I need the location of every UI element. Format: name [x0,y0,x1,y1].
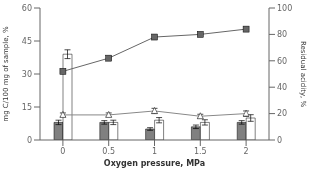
svg-text:15: 15 [22,103,32,112]
svg-text:100: 100 [277,4,292,13]
svg-text:0.5: 0.5 [102,147,115,156]
svg-text:0: 0 [27,136,32,145]
svg-text:80: 80 [277,30,287,39]
svg-text:0: 0 [60,147,65,156]
svg-text:60: 60 [22,4,32,13]
svg-text:30: 30 [22,70,32,79]
svg-text:45: 45 [22,37,32,46]
svg-text:60: 60 [277,57,287,66]
svg-text:1: 1 [152,147,157,156]
svg-text:20: 20 [277,109,287,118]
svg-text:1.5: 1.5 [194,147,207,156]
svg-text:0: 0 [277,136,282,145]
svg-text:mg C/100 mg of sample, %: mg C/100 mg of sample, % [8,26,10,122]
svg-text:Oxygen pressure, MPa: Oxygen pressure, MPa [104,159,205,168]
svg-text:2: 2 [244,147,249,156]
svg-text:40: 40 [277,83,287,92]
svg-text:Residual acidity, %: Residual acidity, % [299,41,301,108]
